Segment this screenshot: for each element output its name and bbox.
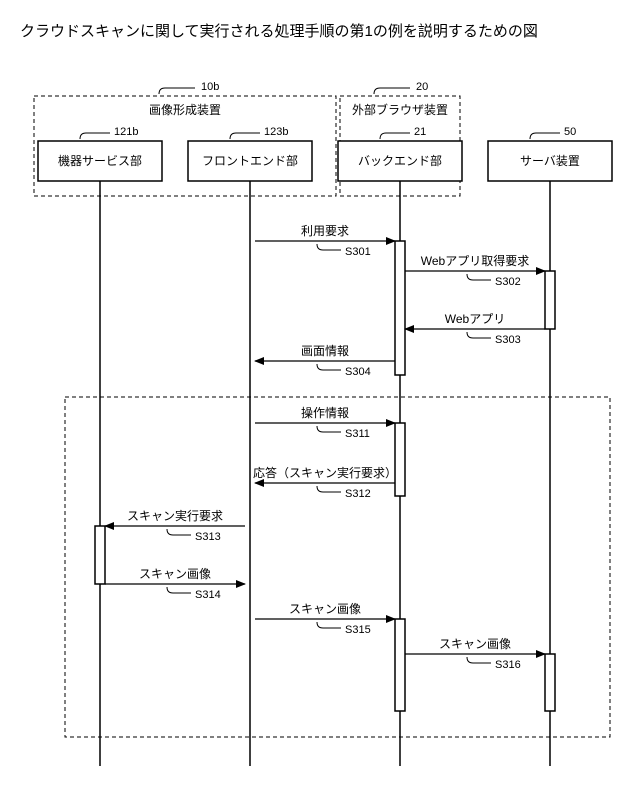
msg-step-curl-s315: [317, 622, 341, 628]
msg-step-curl-s301: [317, 244, 341, 250]
participant-ref-device_service: 121b: [114, 126, 138, 138]
msg-step-curl-s314: [167, 587, 191, 593]
msg-step-s315: S315: [345, 624, 371, 636]
group-label-image_forming: 画像形成装置: [149, 103, 221, 117]
group-label-external_browser: 外部ブラウザ装置: [352, 102, 448, 117]
msg-label-s312: 応答（スキャン実行要求）: [253, 465, 397, 480]
participant-label-frontend: フロントエンド部: [202, 153, 298, 168]
msg-step-s303: S303: [495, 334, 521, 346]
activation-3: [95, 526, 105, 584]
participant-label-backend: バックエンド部: [358, 153, 442, 168]
msg-step-s312: S312: [345, 488, 371, 500]
msg-label-s314: スキャン画像: [139, 567, 211, 581]
msg-step-curl-s312: [317, 486, 341, 492]
msg-label-s315: スキャン画像: [289, 602, 361, 616]
msg-step-s314: S314: [195, 589, 221, 601]
participant-ref-curl-backend: [380, 133, 410, 139]
activation-4: [395, 619, 405, 711]
diagram-title: クラウドスキャンに関して実行される処理手順の第1の例を説明するための図: [20, 20, 620, 41]
group-ref-curl-external_browser: [374, 88, 410, 94]
msg-label-s311: 操作情報: [301, 405, 349, 420]
msg-label-s316: スキャン画像: [439, 637, 511, 651]
sequence-diagram: 画像形成装置 10b 外部ブラウザ装置 20 機器サービス部 121b フロントエンド部 12…: [20, 71, 620, 771]
msg-label-s303: Webアプリ: [445, 312, 505, 326]
msg-label-s302: Webアプリ取得要求: [421, 253, 529, 268]
group-ref-image_forming: 10b: [201, 81, 219, 93]
participant-ref-curl-device_service: [80, 133, 110, 139]
group-ref-curl-image_forming: [159, 88, 195, 94]
msg-step-curl-s302: [467, 274, 491, 280]
participant-ref-server: 50: [564, 126, 576, 138]
activation-0: [395, 241, 405, 375]
msg-step-s316: S316: [495, 659, 521, 671]
msg-step-s302: S302: [495, 276, 521, 288]
participant-label-server: サーバ装置: [520, 154, 580, 168]
msg-step-curl-s313: [167, 529, 191, 535]
msg-label-s301: 利用要求: [301, 224, 349, 238]
msg-step-curl-s316: [467, 657, 491, 663]
msg-step-curl-s303: [467, 332, 491, 338]
msg-step-curl-s304: [317, 364, 341, 370]
activation-1: [545, 271, 555, 329]
activation-2: [395, 423, 405, 496]
activation-5: [545, 654, 555, 711]
msg-step-s304: S304: [345, 366, 371, 378]
participant-label-device_service: 機器サービス部: [58, 153, 142, 168]
msg-label-s304: 画面情報: [301, 344, 349, 358]
msg-step-curl-s311: [317, 426, 341, 432]
msg-step-s311: S311: [345, 428, 370, 440]
msg-step-s313: S313: [195, 531, 221, 543]
msg-label-s313: スキャン実行要求: [127, 508, 223, 523]
participant-ref-backend: 21: [414, 126, 426, 138]
participant-ref-curl-frontend: [230, 133, 260, 139]
participant-ref-frontend: 123b: [264, 126, 288, 138]
participant-ref-curl-server: [530, 133, 560, 139]
msg-step-s301: S301: [345, 246, 371, 258]
group-ref-external_browser: 20: [416, 81, 428, 93]
